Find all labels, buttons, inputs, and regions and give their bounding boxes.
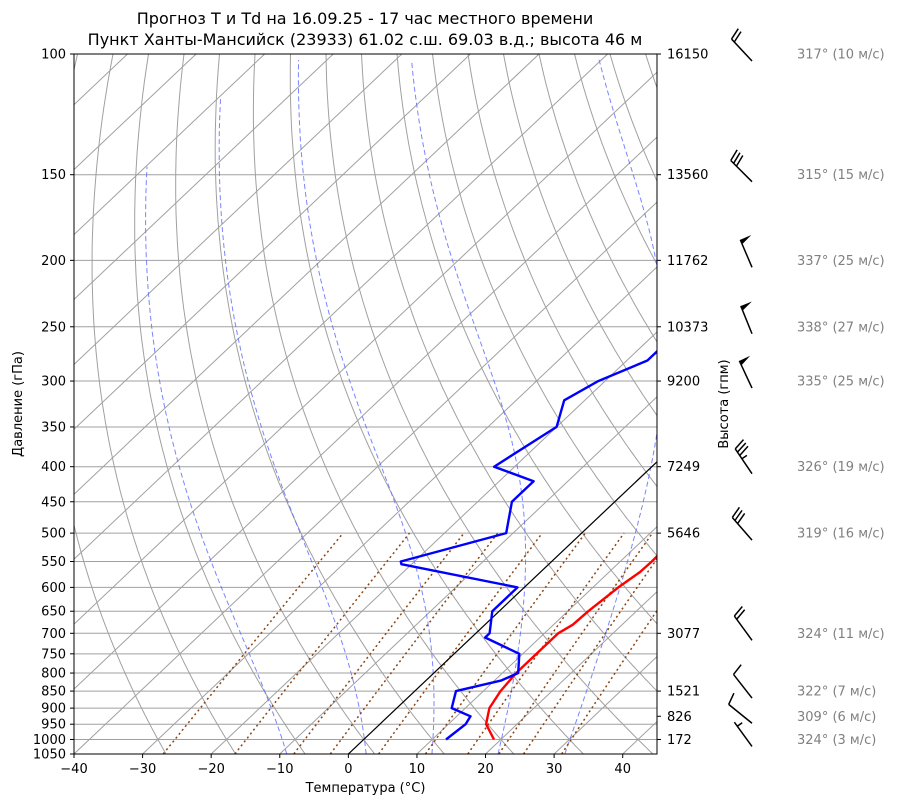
y-tick-label: 650 (41, 605, 66, 620)
y-tick-label: 250 (41, 320, 66, 335)
chart-title-line1: Прогноз T и Td на 16.09.25 - 17 час мест… (137, 9, 593, 28)
wind-label: 315° (15 м/с) (797, 168, 885, 183)
y-tick-label: 800 (41, 667, 66, 682)
x-tick-label: 30 (546, 762, 563, 777)
wind-label: 324° (3 м/с) (797, 733, 876, 748)
height-tick-label: 7249 (667, 460, 700, 475)
x-tick-label: −10 (266, 762, 293, 777)
height-tick-label: 16150 (667, 48, 708, 63)
wind-label: 338° (27 м/с) (797, 320, 885, 335)
y-tick-label: 450 (41, 495, 66, 510)
height-tick-label: 1521 (667, 685, 700, 700)
y-tick-label: 700 (41, 627, 66, 642)
height-tick-label: 5646 (667, 527, 700, 542)
wind-label: 326° (19 м/с) (797, 460, 885, 475)
wind-label: 319° (16 м/с) (797, 527, 885, 542)
y-tick-label: 200 (41, 254, 66, 269)
wind-label: 317° (10 м/с) (797, 48, 885, 63)
y-tick-label: 100 (41, 48, 66, 63)
y-tick-label: 900 (41, 702, 66, 717)
y-tick-label: 400 (41, 460, 66, 475)
y-tick-label: 950 (41, 718, 66, 733)
chart-title-line2: Пункт Ханты-Мансийск (23933) 61.02 с.ш. … (88, 30, 643, 49)
y-tick-label: 1050 (33, 748, 66, 763)
height-tick-label: 9200 (667, 375, 700, 390)
y-axis-label: Давление (гПа) (11, 351, 26, 457)
y-tick-label: 1000 (33, 733, 66, 748)
height-tick-label: 172 (667, 733, 692, 748)
y-tick-label: 550 (41, 555, 66, 570)
x-tick-label: 40 (614, 762, 631, 777)
x-tick-label: 20 (477, 762, 494, 777)
y-tick-label: 850 (41, 685, 66, 700)
y-tick-label: 600 (41, 581, 66, 596)
y-axis-right-label: Высота (гпм) (717, 359, 732, 448)
x-tick-label: −20 (197, 762, 224, 777)
height-tick-label: 11762 (667, 254, 708, 269)
wind-label: 337° (25 м/с) (797, 254, 885, 269)
y-tick-label: 150 (41, 168, 66, 183)
height-tick-label: 13560 (667, 168, 708, 183)
x-tick-label: −30 (129, 762, 156, 777)
y-tick-label: 500 (41, 527, 66, 542)
wind-label: 335° (25 м/с) (797, 375, 885, 390)
x-tick-label: 10 (409, 762, 426, 777)
wind-label: 322° (7 м/с) (797, 685, 876, 700)
y-tick-label: 300 (41, 375, 66, 390)
wind-label: 324° (11 м/с) (797, 627, 885, 642)
y-tick-label: 350 (41, 420, 66, 435)
x-tick-label: −40 (60, 762, 87, 777)
height-tick-label: 10373 (667, 320, 708, 335)
height-tick-label: 3077 (667, 627, 700, 642)
x-tick-label: 0 (344, 762, 352, 777)
y-tick-label: 750 (41, 647, 66, 662)
wind-label: 309° (6 м/с) (797, 710, 876, 725)
height-tick-label: 826 (667, 710, 692, 725)
x-axis-label: Температура (°C) (305, 781, 426, 796)
